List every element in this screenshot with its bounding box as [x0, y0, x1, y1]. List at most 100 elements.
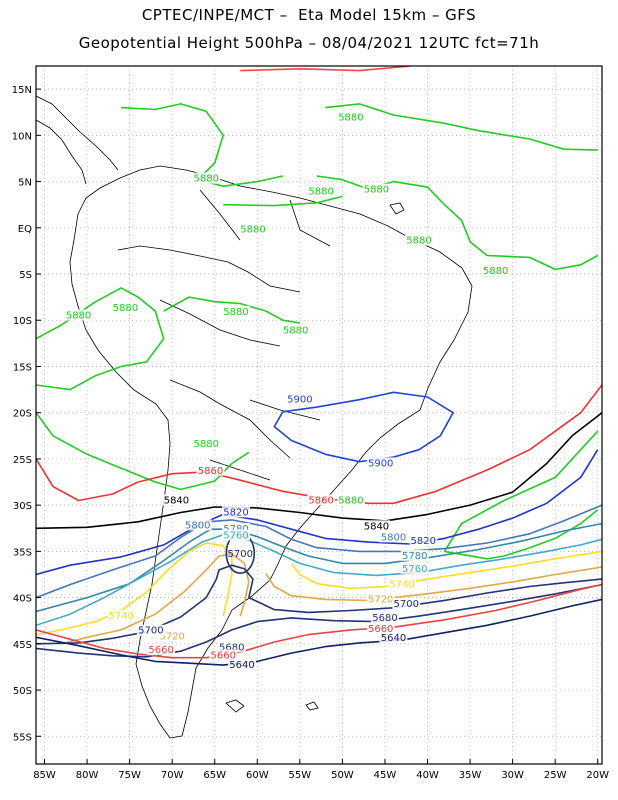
- contour-label-bg: [307, 494, 336, 506]
- contour-5800-label: 5800: [185, 520, 210, 531]
- contour-label-bg: [336, 494, 365, 506]
- contour-label-bg: [285, 393, 314, 405]
- lon-tick-label: 40W: [416, 770, 439, 781]
- lon-tick-label: 20W: [586, 770, 609, 781]
- contour-5880-label: 5880: [483, 266, 508, 277]
- contour-5820-label: 5820: [411, 536, 436, 547]
- country-borders: [117, 189, 331, 481]
- contour-lines: [36, 66, 602, 666]
- contour-5880-line: [325, 103, 598, 151]
- contour-label-bg: [64, 309, 93, 321]
- grid-lines: [36, 66, 602, 764]
- contour-5720-line: [61, 553, 250, 645]
- map-frame: [35, 65, 603, 765]
- contour-5900-label: 5900: [287, 395, 312, 406]
- latitude-tick-labels: 15N 10N 5N EQ 5S 10S 15S 20S 25S 30S 35S 40S 45S 50S 5…: [12, 85, 41, 743]
- contour-5880-label: 5880: [193, 439, 218, 450]
- contour-label-bg: [481, 265, 510, 277]
- contour-5880-line: [223, 195, 343, 207]
- contour-label-bg: [196, 464, 225, 476]
- contour-5760-label: 5760: [402, 564, 427, 575]
- contour-5640-line: [36, 598, 602, 666]
- contour-5660-line: [36, 583, 602, 659]
- contour-label-bg: [409, 535, 438, 547]
- contour-5840-label: 5840: [164, 495, 189, 506]
- contour-5720-label: 5720: [159, 631, 184, 642]
- contour-5700-label: 5700: [394, 599, 419, 610]
- contour-label-bg: [366, 593, 395, 605]
- contour-label-bg: [405, 234, 434, 246]
- contour-label-bg: [183, 519, 212, 531]
- contour-5740-label: 5740: [389, 579, 414, 590]
- contour-5840-label: 5840: [364, 521, 389, 532]
- contour-label-bg: [239, 223, 268, 235]
- contour-5860-line: [36, 384, 602, 505]
- contour-5820-line: [36, 449, 599, 576]
- contour-label-bg: [217, 641, 246, 653]
- contour-label-bg: [307, 185, 336, 197]
- contour-5680-label: 5680: [219, 642, 244, 653]
- contour-5880-label: 5880: [240, 224, 265, 235]
- contour-label-bg: [366, 457, 395, 469]
- lat-tick-label: 55S: [13, 732, 32, 743]
- contour-label-bg: [366, 622, 395, 634]
- contour-5880-label: 5880: [406, 236, 431, 247]
- contour-5700-label: 5700: [138, 626, 163, 637]
- contour-label-bg: [136, 624, 165, 636]
- contour-5640-label: 5640: [229, 660, 254, 671]
- contour-label-bg: [222, 305, 251, 317]
- contour-5880-label: 5880: [193, 174, 218, 185]
- contour-5700-line: [36, 564, 254, 645]
- lat-tick-label: 40S: [13, 594, 32, 605]
- contour-5740-label: 5740: [108, 611, 133, 622]
- lat-tick-label: 30S: [13, 501, 32, 512]
- lat-tick-label: 45S: [13, 640, 32, 651]
- contour-label-bg: [209, 649, 238, 661]
- lon-tick-label: 50W: [331, 770, 354, 781]
- lat-tick-label: 5S: [19, 270, 32, 281]
- contour-5880-line: [121, 103, 283, 187]
- contour-label-bg: [111, 302, 140, 314]
- contour-5760-label: 5760: [223, 530, 248, 541]
- lat-tick-label: 50S: [13, 686, 32, 697]
- contour-label-bg: [162, 494, 191, 506]
- contour-5760-line: [36, 533, 602, 627]
- lat-tick-label: 35S: [13, 547, 32, 558]
- contour-label-bg: [370, 611, 399, 623]
- lon-tick-label: 80W: [76, 770, 99, 781]
- contour-label-bg: [192, 437, 221, 449]
- longitude-tick-labels: 85W 80W 75W 70W 65W 60W 55W 50W 45W 40W 35W 30W 25W 2…: [33, 759, 609, 781]
- lat-tick-label: 25S: [13, 455, 32, 466]
- contour-5860-line: [240, 66, 411, 72]
- chart-title-line1: CPTEC/INPE/MCT – Eta Model 15km – GFS: [141, 6, 477, 24]
- contour-5880-line: [36, 287, 165, 391]
- contour-5880-label: 5880: [223, 307, 248, 318]
- contour-5880-label: 5880: [338, 113, 363, 124]
- lon-tick-label: 35W: [459, 770, 482, 781]
- contour-label-bg: [222, 506, 251, 518]
- contour-5900-line: [273, 391, 454, 463]
- contour-5880-line: [444, 509, 599, 560]
- contour-5880-label: 5880: [364, 185, 389, 196]
- lat-tick-label: 20S: [13, 409, 32, 420]
- contour-label-bg: [281, 324, 310, 336]
- lon-tick-label: 65W: [203, 770, 226, 781]
- islands-outline: [225, 202, 405, 713]
- contour-label-bg: [379, 531, 408, 543]
- contour-5880-label: 5880: [113, 303, 138, 314]
- contour-5880-line: [443, 430, 599, 552]
- contour-5840-line: [36, 412, 602, 530]
- lon-tick-label: 70W: [161, 770, 184, 781]
- lon-tick-label: 30W: [501, 770, 524, 781]
- lat-tick-label: 5N: [18, 178, 32, 189]
- contour-5780-label: 5780: [402, 551, 427, 562]
- lon-tick-label: 25W: [544, 770, 567, 781]
- chart-title-line2: Geopotential Height 500hPa – 08/04/2021 …: [78, 34, 540, 52]
- contour-5660-label: 5660: [368, 624, 393, 635]
- contour-5880-label: 5880: [308, 187, 333, 198]
- contour-label-bg: [387, 578, 416, 590]
- contour-5860-label: 5860: [198, 466, 223, 477]
- central-america-coastline: [36, 95, 119, 185]
- contour-label-bg: [192, 172, 221, 184]
